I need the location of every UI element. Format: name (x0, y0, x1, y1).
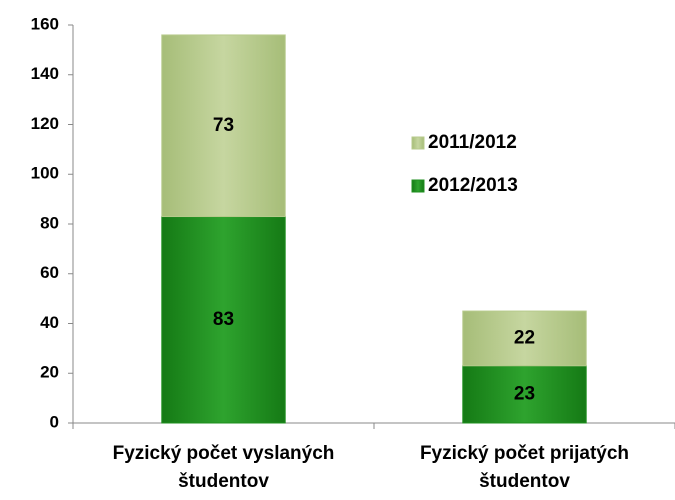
data-label: 83 (213, 309, 234, 330)
y-tick-label: 120 (31, 114, 59, 133)
y-tick-label: 0 (50, 412, 59, 431)
y-tick-label: 40 (40, 313, 59, 332)
data-label: 22 (514, 327, 535, 348)
legend-swatch (411, 136, 425, 150)
bar-segment (161, 216, 286, 424)
data-label: 23 (514, 383, 535, 404)
y-tick-label: 20 (40, 363, 59, 382)
y-tick-label: 60 (40, 263, 59, 282)
y-tick-label: 140 (31, 64, 59, 83)
x-tick-label: Fyzický počet vyslaných študentov (112, 443, 335, 492)
y-tick-label: 100 (31, 164, 59, 183)
bar-segment (161, 34, 286, 218)
x-tick-label: Fyzický počet prijatých študentov (419, 443, 630, 492)
data-label: 73 (213, 115, 234, 136)
y-tick-label: 80 (40, 213, 59, 232)
bar-segment (462, 310, 587, 367)
legend-label: 2012/2013 (428, 175, 518, 196)
legend-label: 2011/2012 (428, 132, 517, 153)
legend-swatch (411, 179, 425, 193)
y-tick-label: 160 (31, 14, 59, 33)
bar-segment (462, 365, 587, 424)
